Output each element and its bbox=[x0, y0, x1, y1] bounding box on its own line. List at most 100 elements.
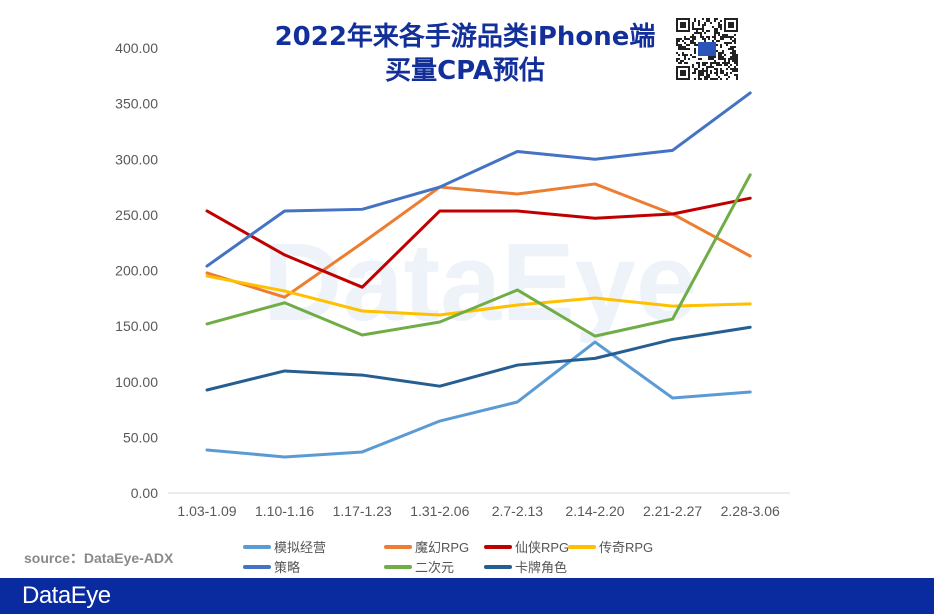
legend-label: 模拟经营 bbox=[274, 540, 327, 555]
qr-cell bbox=[684, 62, 686, 64]
qr-cell bbox=[734, 50, 736, 52]
qr-cell bbox=[722, 56, 724, 58]
qr-cell bbox=[730, 58, 732, 60]
qr-cell bbox=[734, 74, 736, 76]
qr-cell bbox=[696, 28, 698, 30]
qr-cell bbox=[706, 62, 708, 64]
qr-cell bbox=[716, 44, 718, 46]
qr-cell bbox=[678, 38, 680, 40]
qr-cell bbox=[692, 36, 694, 38]
qr-cell bbox=[692, 24, 694, 26]
qr-cell bbox=[730, 64, 732, 66]
qr-cell bbox=[688, 44, 690, 46]
qr-cell bbox=[720, 56, 722, 58]
y-tick-label: 150.00 bbox=[115, 318, 158, 334]
qr-cell bbox=[726, 68, 728, 70]
qr-cell bbox=[728, 36, 730, 38]
qr-cell bbox=[692, 34, 694, 36]
qr-cell bbox=[716, 78, 718, 80]
qr-cell bbox=[702, 68, 704, 70]
qr-cell bbox=[680, 46, 682, 48]
qr-cell bbox=[714, 28, 716, 30]
qr-cell bbox=[676, 58, 678, 60]
legend-item: 传奇RPG bbox=[568, 537, 653, 556]
series-卡牌角色 bbox=[205, 325, 752, 392]
qr-cell bbox=[734, 56, 736, 58]
y-tick-label: 350.00 bbox=[115, 96, 158, 112]
qr-cell bbox=[714, 32, 716, 34]
series-line bbox=[205, 182, 752, 299]
qr-cell bbox=[710, 72, 712, 74]
qr-cell bbox=[718, 56, 720, 58]
qr-cell bbox=[718, 22, 720, 24]
qr-cell bbox=[724, 36, 726, 38]
qr-cell bbox=[708, 76, 710, 78]
qr-cell bbox=[696, 30, 698, 32]
watermark: DataEye bbox=[263, 221, 697, 344]
x-tick-label: 1.10-1.16 bbox=[255, 503, 314, 519]
qr-cell bbox=[676, 44, 678, 46]
chart-title-line-1: 2022年来各手游品类iPhone端 bbox=[274, 22, 656, 52]
qr-cell bbox=[732, 60, 734, 62]
qr-cell bbox=[730, 42, 732, 44]
qr-cell bbox=[682, 60, 684, 62]
qr-cell bbox=[686, 62, 688, 64]
qr-cell bbox=[706, 66, 708, 68]
qr-cell bbox=[724, 34, 726, 36]
x-tick-label: 2.7-2.13 bbox=[492, 503, 544, 519]
qr-cell bbox=[734, 34, 736, 36]
qr-cell bbox=[690, 54, 692, 56]
qr-cell bbox=[684, 46, 686, 48]
qr-cell bbox=[730, 68, 732, 70]
qr-cell bbox=[720, 44, 722, 46]
qr-cell bbox=[716, 62, 718, 64]
y-tick-label: 250.00 bbox=[115, 207, 158, 223]
qr-cell bbox=[732, 36, 734, 38]
qr-cell bbox=[702, 26, 704, 28]
qr-cell bbox=[734, 38, 736, 40]
qr-cell bbox=[722, 62, 724, 64]
qr-cell bbox=[730, 56, 732, 58]
qr-cell bbox=[718, 40, 720, 42]
qr-cell bbox=[702, 62, 704, 64]
qr-cell bbox=[710, 22, 712, 24]
qr-cell bbox=[692, 66, 694, 68]
qr-cell bbox=[716, 32, 718, 34]
series-传奇RPG bbox=[205, 274, 752, 317]
qr-cell bbox=[720, 36, 722, 38]
qr-cell bbox=[676, 60, 678, 62]
series-二次元 bbox=[205, 173, 752, 338]
qr-cell bbox=[708, 66, 710, 68]
qr-cell bbox=[714, 20, 716, 22]
qr-cell bbox=[714, 34, 716, 36]
legend-swatch bbox=[484, 544, 512, 549]
qr-cell bbox=[684, 54, 686, 56]
legend-item: 策略 bbox=[243, 557, 300, 576]
qr-cell bbox=[736, 76, 738, 78]
qr-cell bbox=[714, 30, 716, 32]
qr-cell bbox=[714, 78, 716, 80]
qr-cell bbox=[704, 64, 706, 66]
qr-cell bbox=[712, 66, 714, 68]
qr-cell bbox=[722, 34, 724, 36]
qr-cell bbox=[720, 58, 722, 60]
qr-cell bbox=[706, 70, 708, 72]
qr-cell bbox=[698, 22, 700, 24]
legend-item: 模拟经营 bbox=[243, 537, 326, 556]
series-策略 bbox=[205, 91, 752, 268]
qr-cell bbox=[720, 70, 722, 72]
qr-cell bbox=[694, 56, 696, 58]
qr-cell bbox=[692, 22, 694, 24]
qr-cell bbox=[714, 60, 716, 62]
qr-cell bbox=[714, 56, 716, 58]
legend-item: 卡牌角色 bbox=[484, 557, 567, 576]
legend-swatch bbox=[568, 544, 596, 549]
qr-cell bbox=[718, 34, 720, 36]
qr-cell bbox=[708, 36, 710, 38]
qr-cell bbox=[712, 40, 714, 42]
qr-cell bbox=[690, 40, 692, 42]
qr-cell bbox=[678, 62, 680, 64]
qr-cell bbox=[678, 58, 680, 60]
qr-cell bbox=[716, 68, 718, 70]
qr-cell bbox=[732, 52, 734, 54]
